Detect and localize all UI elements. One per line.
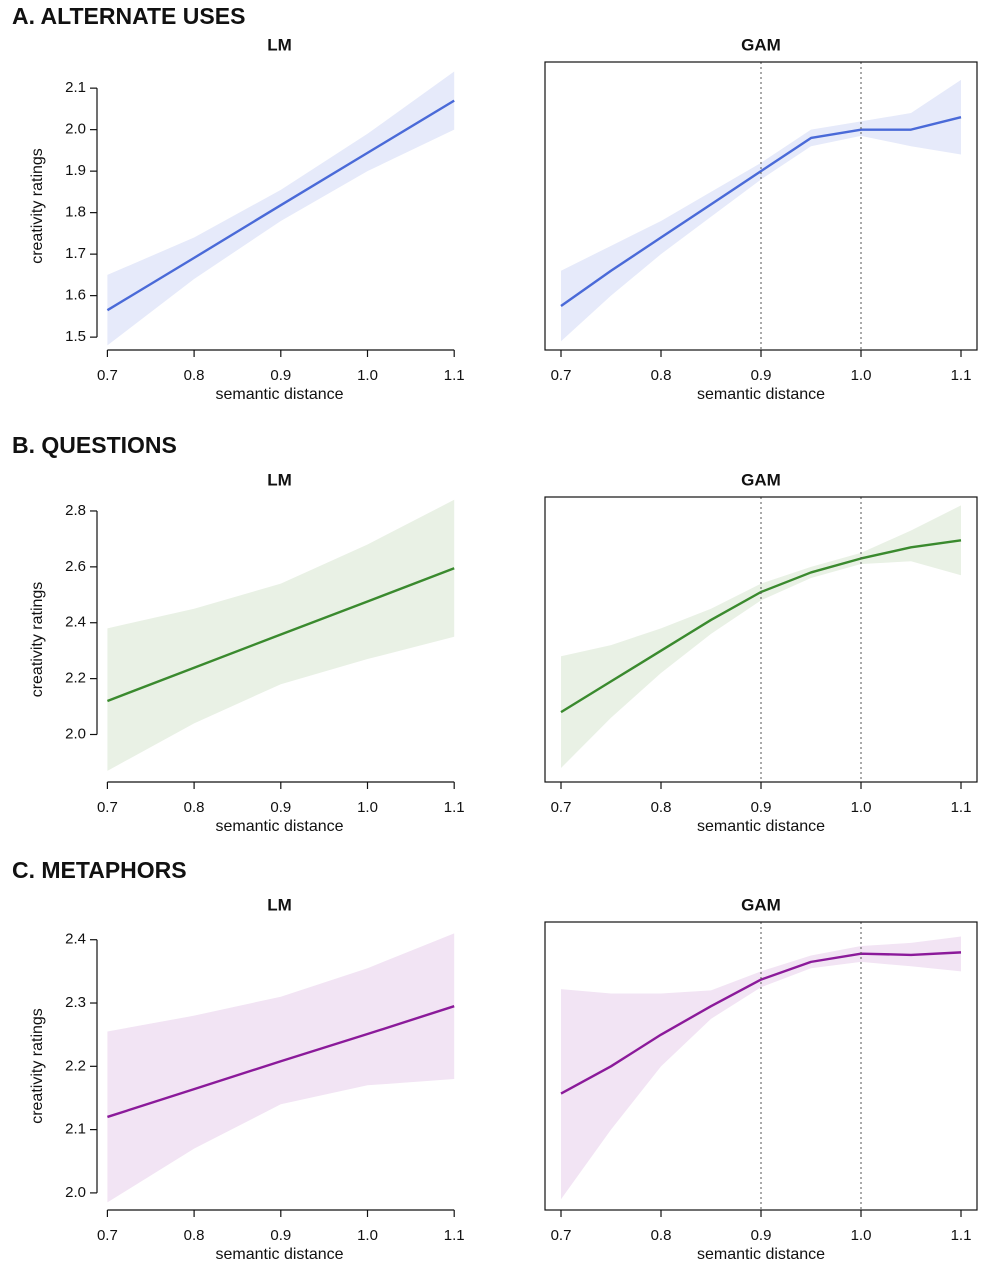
y-tick-label: 2.0 [65, 121, 86, 138]
y-axis-label: creativity ratings [29, 1008, 46, 1124]
x-tick-label: 1.1 [444, 367, 465, 384]
y-tick-label: 2.0 [65, 725, 86, 742]
x-tick-label: 0.8 [184, 367, 205, 384]
y-tick-label: 2.1 [65, 1121, 86, 1138]
y-tick-label: 1.8 [65, 204, 86, 221]
panel-title: LM [267, 895, 292, 914]
section-title: B. QUESTIONS [12, 432, 177, 458]
x-tick-label: 1.0 [851, 367, 872, 384]
panel-title: LM [267, 470, 292, 489]
fit-line [106, 567, 455, 703]
x-tick-label: 0.7 [551, 1227, 572, 1244]
x-tick-label: 1.1 [951, 1227, 972, 1244]
panel-title: GAM [741, 35, 781, 54]
x-tick-label: 1.0 [851, 799, 872, 816]
x-tick-label: 0.9 [270, 1227, 291, 1244]
x-axis-label: semantic distance [215, 386, 343, 403]
y-axis-label: creativity ratings [29, 148, 46, 264]
x-tick-label: 1.0 [851, 1227, 872, 1244]
x-tick-label: 0.9 [270, 367, 291, 384]
y-tick-label: 2.2 [65, 1057, 86, 1074]
fit-line [107, 1005, 455, 1119]
panel-title: GAM [741, 470, 781, 489]
y-tick-label: 2.3 [65, 994, 86, 1011]
x-tick-label: 0.7 [97, 367, 118, 384]
fit-line [560, 116, 962, 307]
x-tick-label: 0.7 [551, 367, 572, 384]
y-tick-label: 2.2 [65, 670, 86, 687]
x-tick-label: 0.7 [97, 1227, 118, 1244]
plot-frame [544, 61, 978, 351]
x-axis-label: semantic distance [215, 818, 343, 835]
y-tick-label: 2.6 [65, 558, 86, 575]
y-tick-label: 1.6 [65, 287, 86, 304]
x-tick-label: 0.9 [270, 799, 291, 816]
confidence-band [107, 933, 455, 1203]
fit-line [560, 951, 962, 1095]
panel-title: LM [267, 35, 292, 54]
x-tick-label: 0.8 [651, 367, 672, 384]
x-tick-label: 0.8 [184, 1227, 205, 1244]
x-tick-label: 0.7 [551, 799, 572, 816]
x-tick-label: 0.8 [651, 1227, 672, 1244]
x-tick-label: 0.9 [751, 1227, 772, 1244]
confidence-band [561, 936, 961, 1200]
x-axis-label: semantic distance [215, 1246, 343, 1263]
confidence-band [561, 505, 961, 769]
y-axis-label: creativity ratings [29, 582, 46, 698]
x-axis-label: semantic distance [697, 818, 825, 835]
x-tick-label: 1.1 [444, 1227, 465, 1244]
confidence-band [107, 71, 455, 346]
y-tick-label: 1.7 [65, 245, 86, 262]
x-tick-label: 1.0 [357, 799, 378, 816]
y-tick-label: 2.4 [65, 931, 86, 948]
x-tick-label: 1.1 [444, 799, 465, 816]
fit-line [106, 99, 455, 312]
x-tick-label: 0.8 [651, 799, 672, 816]
x-tick-label: 1.0 [357, 1227, 378, 1244]
x-tick-label: 0.7 [97, 799, 118, 816]
y-tick-label: 1.9 [65, 162, 86, 179]
y-tick-label: 2.4 [65, 614, 86, 631]
y-tick-label: 1.5 [65, 328, 86, 345]
x-tick-label: 0.8 [184, 799, 205, 816]
x-tick-label: 1.1 [951, 367, 972, 384]
x-axis-label: semantic distance [697, 386, 825, 403]
x-tick-label: 1.0 [357, 367, 378, 384]
panel-title: GAM [741, 895, 781, 914]
x-tick-label: 1.1 [951, 799, 972, 816]
x-tick-label: 0.9 [751, 367, 772, 384]
x-axis-label: semantic distance [697, 1246, 825, 1263]
y-tick-label: 2.8 [65, 502, 86, 519]
y-tick-label: 2.0 [65, 1184, 86, 1201]
x-tick-label: 0.9 [751, 799, 772, 816]
section-title: A. ALTERNATE USES [12, 3, 245, 29]
y-tick-label: 2.1 [65, 79, 86, 96]
section-title: C. METAPHORS [12, 857, 187, 883]
